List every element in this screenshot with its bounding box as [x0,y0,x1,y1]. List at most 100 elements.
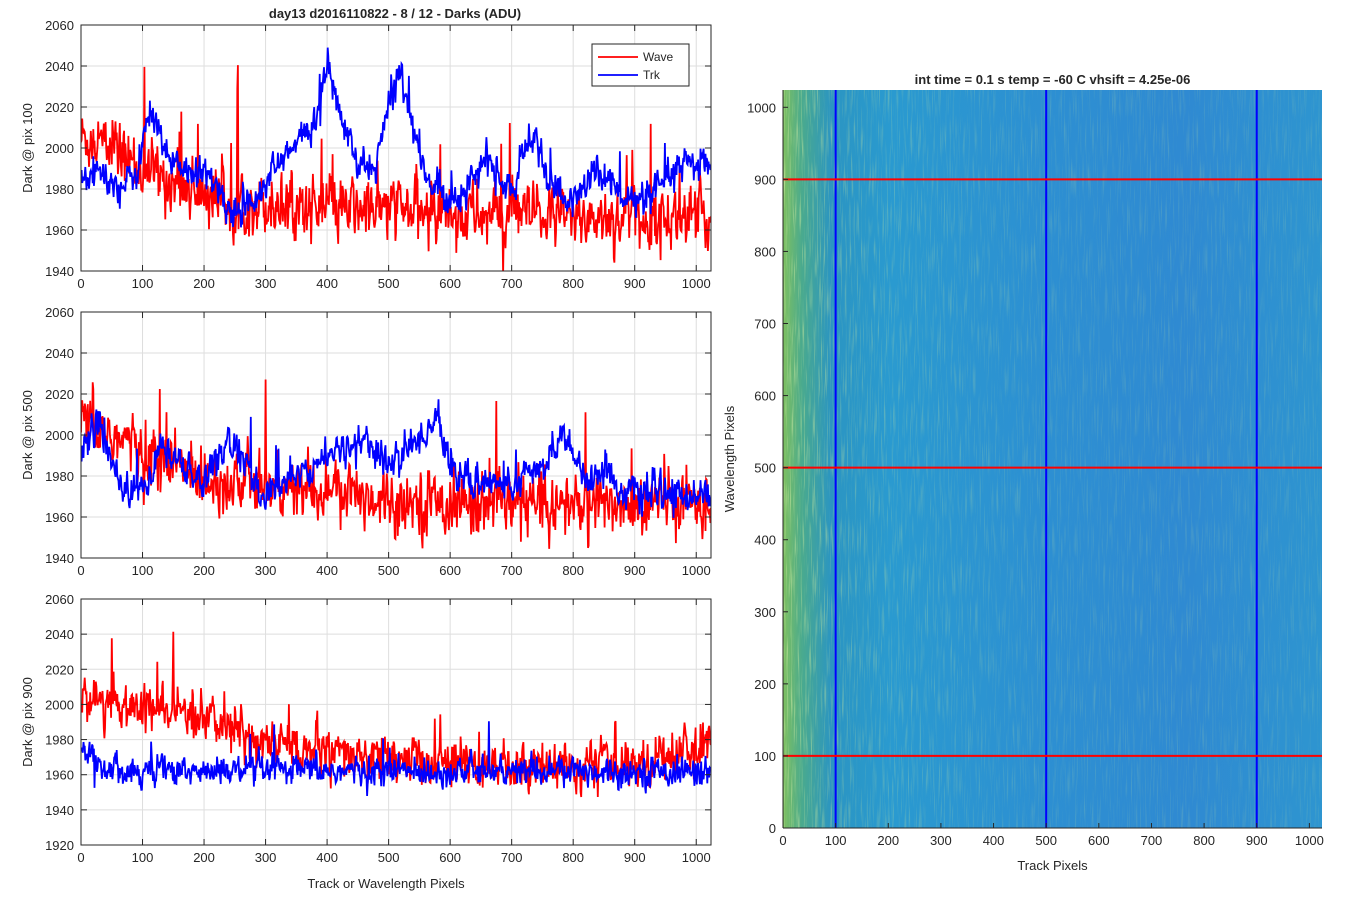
series-line-wave [81,379,711,549]
x-tick-label: 300 [255,276,277,291]
heatmap-title: int time = 0.1 s temp = -60 C vhsift = 4… [915,72,1191,87]
x-tick-label: 400 [316,276,338,291]
x-tick-label: 400 [316,563,338,578]
y-axis-label: Dark @ pix 900 [20,677,35,767]
x-tick-label: 300 [930,833,952,848]
y-tick-label: 800 [754,244,776,259]
x-tick-label: 600 [439,276,461,291]
y-tick-label: 1940 [45,551,74,566]
x-tick-label: 200 [193,850,215,865]
x-tick-label: 1000 [1295,833,1324,848]
y-tick-label: 2060 [45,305,74,320]
x-axis-label: Track or Wavelength Pixels [307,876,465,891]
dark-frame-heatmap: 0 100 200 300 400 500 600 700 800 900 1000 0 100 200 3… [722,72,1324,873]
axes-box [80,598,712,846]
y-tick-label: 1960 [45,510,74,525]
y-tick-label: 2040 [45,59,74,74]
y-axis-label: Dark @ pix 500 [20,390,35,480]
y-tick-label: 1960 [45,768,74,783]
heatmap-noise-streaks [783,90,1322,828]
x-tick-label: 700 [1141,833,1163,848]
x-tick-label: 100 [132,850,154,865]
legend-box [591,43,690,87]
x-tick-label: 100 [132,276,154,291]
x-tick-label: 600 [439,850,461,865]
x-axis-label: Track Pixels [1017,858,1088,873]
x-tick-label: 400 [983,833,1005,848]
legend-label-wave: Wave [643,50,674,64]
x-tick-label: 300 [255,850,277,865]
y-tick-label: 2060 [45,18,74,33]
x-tick-label: 0 [77,563,84,578]
y-tick-label: 700 [754,317,776,332]
y-tick-label: 900 [754,172,776,187]
y-tick-label: 2000 [45,141,74,156]
y-tick-label: 200 [754,677,776,692]
y-tick-label: 2000 [45,428,74,443]
series-line-trk [81,721,711,797]
x-tick-label: 500 [378,850,400,865]
y-tick-label: 2020 [45,662,74,677]
x-tick-label: 900 [624,563,646,578]
x-tick-label: 0 [77,276,84,291]
x-tick-label: 1000 [682,850,711,865]
y-tick-label: 2040 [45,346,74,361]
x-tick-label: 100 [825,833,847,848]
x-tick-label: 600 [439,563,461,578]
y-tick-label: 1000 [747,100,776,115]
y-tick-label: 1980 [45,182,74,197]
x-tick-label: 700 [501,850,523,865]
x-tick-label: 900 [624,276,646,291]
y-tick-label: 600 [754,389,776,404]
x-tick-label: 0 [779,833,786,848]
y-tick-label: 1980 [45,469,74,484]
x-tick-label: 800 [1193,833,1215,848]
x-tick-label: 500 [1035,833,1057,848]
y-tick-label: 2040 [45,627,74,642]
line-chart-pix-100: 0 100 200 300 400 500 600 700 800 900 1000 1940 1960… [20,18,712,291]
x-tick-label: 900 [624,850,646,865]
x-tick-label: 600 [1088,833,1110,848]
x-tick-label: 200 [193,276,215,291]
y-tick-label: 300 [754,605,776,620]
x-tick-label: 1000 [682,563,711,578]
x-tick-label: 700 [501,563,523,578]
line-chart-pix-500: 0 100 200 300 400 500 600 700 800 900 1000 1940 1960… [20,305,712,578]
y-tick-label: 1980 [45,733,74,748]
x-tick-label: 200 [193,563,215,578]
series-line-wave [81,631,711,798]
x-tick-label: 500 [378,563,400,578]
series-line-trk [81,399,711,518]
x-tick-label: 1000 [682,276,711,291]
figure-title: day13 d2016110822 - 8 / 12 - Darks (ADU) [269,6,521,21]
x-tick-label: 100 [132,563,154,578]
x-tick-label: 700 [501,276,523,291]
y-axis-label: Dark @ pix 100 [20,103,35,193]
y-tick-label: 1920 [45,838,74,853]
y-tick-label: 0 [769,821,776,836]
y-tick-label: 400 [754,533,776,548]
line-chart-pix-900: 0 100 200 300 400 500 600 700 800 900 1000 1920 1940… [20,592,712,891]
x-tick-label: 900 [1246,833,1268,848]
y-tick-label: 500 [754,461,776,476]
x-tick-label: 400 [316,850,338,865]
x-tick-label: 800 [562,563,584,578]
y-tick-label: 100 [754,749,776,764]
legend-label-trk: Trk [643,68,661,82]
x-tick-label: 200 [877,833,899,848]
x-tick-label: 500 [378,276,400,291]
x-tick-label: 0 [77,850,84,865]
y-tick-label: 2060 [45,592,74,607]
series-line-wave [81,65,711,271]
y-tick-label: 1960 [45,223,74,238]
x-tick-label: 800 [562,850,584,865]
y-tick-label: 2000 [45,697,74,712]
series-line-trk [81,47,711,228]
y-tick-label: 2020 [45,387,74,402]
y-axis-label: Wavelength Pixels [722,405,737,512]
x-tick-label: 800 [562,276,584,291]
x-tick-label: 300 [255,563,277,578]
y-tick-label: 2020 [45,100,74,115]
y-tick-label: 1940 [45,803,74,818]
